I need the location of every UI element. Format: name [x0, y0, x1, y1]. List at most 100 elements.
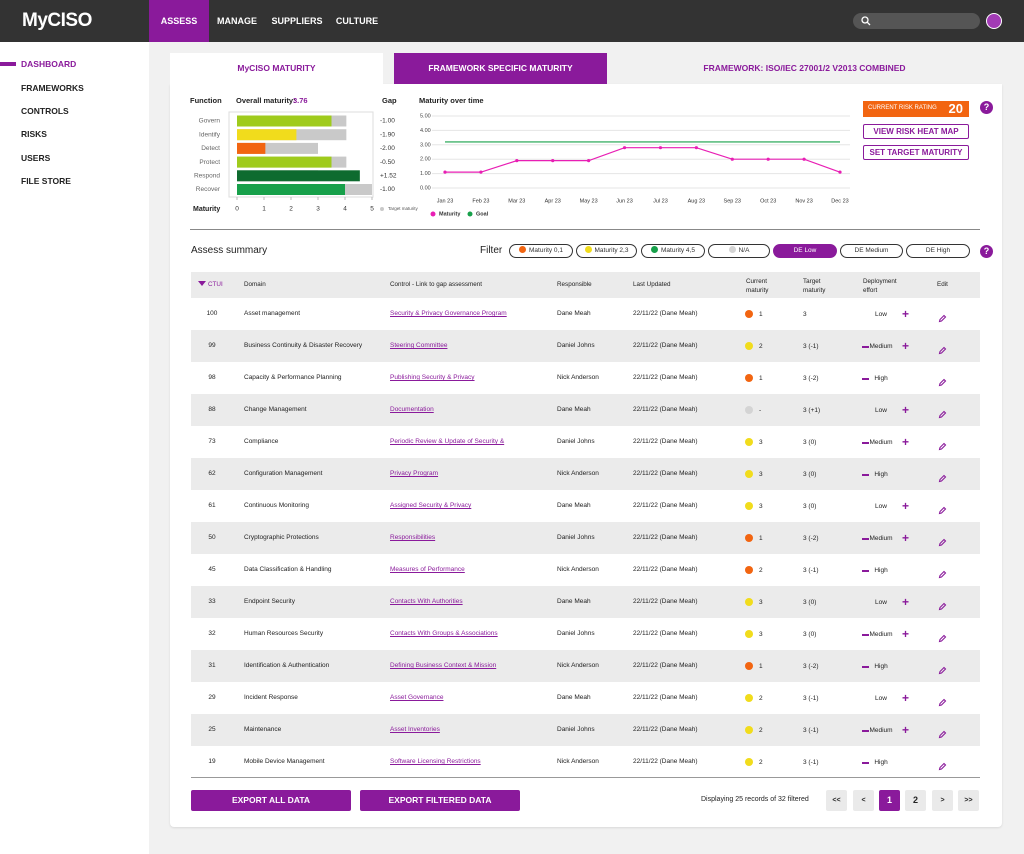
control-link[interactable]: Steering Committee	[390, 342, 448, 349]
edit-icon[interactable]	[938, 630, 947, 643]
effort-minus[interactable]	[862, 762, 869, 764]
nav-item[interactable]: ASSESS	[149, 0, 209, 42]
edit-icon[interactable]	[938, 310, 947, 323]
control-link[interactable]: Asset Governance	[390, 694, 444, 701]
edit-icon[interactable]	[938, 662, 947, 675]
effort-plus[interactable]: +	[902, 531, 910, 545]
control-link[interactable]: Publishing Security & Privacy	[390, 374, 475, 381]
edit-icon[interactable]	[938, 342, 947, 355]
gap-header: Gap	[382, 96, 397, 105]
edit-icon[interactable]	[938, 566, 947, 579]
page-button[interactable]: >>	[958, 790, 979, 811]
domain: Asset management	[244, 310, 301, 317]
current-maturity: 1	[759, 663, 763, 670]
nav-item[interactable]: MANAGE	[217, 16, 257, 26]
effort-plus[interactable]: +	[902, 307, 910, 321]
current-maturity: 1	[759, 375, 763, 382]
control-link[interactable]: Contacts With Authorities	[390, 598, 463, 605]
effort-plus[interactable]: +	[902, 627, 910, 641]
control-link[interactable]: Responsibilities	[390, 534, 436, 541]
sidebar-item[interactable]: CONTROLS	[21, 106, 69, 116]
filter-chip[interactable]: DE High	[906, 244, 970, 258]
edit-icon[interactable]	[938, 694, 947, 707]
sidebar-item[interactable]: DASHBOARD	[21, 59, 77, 69]
ctui: 100	[206, 310, 218, 317]
current-maturity: 2	[759, 695, 763, 702]
filter-chip[interactable]: DE Low	[773, 244, 837, 258]
sidebar-item[interactable]: USERS	[21, 153, 51, 163]
effort-minus[interactable]	[862, 730, 869, 732]
page-button[interactable]: >	[932, 790, 953, 811]
control-link[interactable]: Asset Inventories	[390, 726, 440, 733]
effort-plus[interactable]: +	[902, 339, 910, 353]
export-button[interactable]: EXPORT FILTERED DATA	[360, 790, 520, 811]
effort-minus[interactable]	[862, 474, 869, 476]
control-link[interactable]: Security & Privacy Governance Program	[390, 310, 507, 317]
nav-item[interactable]: SUPPLIERS	[271, 16, 323, 26]
responsible: Nick Anderson	[557, 758, 599, 765]
effort-minus[interactable]	[862, 442, 869, 444]
control-link[interactable]: Defining Business Context & Mission	[390, 662, 497, 669]
control-link[interactable]: Software Licensing Restrictions	[390, 758, 481, 765]
column-header[interactable]: CTUI	[198, 281, 223, 288]
sidebar-item[interactable]: FRAMEWORKS	[21, 83, 84, 93]
sidebar-item[interactable]: FILE STORE	[21, 176, 71, 186]
edit-icon[interactable]	[938, 438, 947, 451]
filter-chip[interactable]: Maturity 0,1	[509, 244, 573, 258]
logo[interactable]: MyCISO	[22, 10, 92, 31]
help-icon[interactable]: ?	[980, 245, 993, 258]
edit-icon[interactable]	[938, 726, 947, 739]
edit-icon[interactable]	[938, 406, 947, 419]
control-link[interactable]: Assigned Security & Privacy	[390, 502, 472, 509]
effort: Medium	[869, 439, 893, 446]
search-box[interactable]	[853, 13, 980, 29]
edit-icon[interactable]	[938, 502, 947, 515]
edit-icon[interactable]	[938, 470, 947, 483]
effort-minus[interactable]	[862, 378, 869, 380]
effort-minus[interactable]	[862, 346, 869, 348]
risk-button[interactable]: SET TARGET MATURITY	[863, 145, 969, 160]
control-link[interactable]: Measures of Performance	[390, 566, 465, 573]
page-button[interactable]: <	[853, 790, 874, 811]
filter-chip[interactable]: Maturity 4,5	[641, 244, 705, 258]
filter-chip[interactable]: DE Medium	[840, 244, 903, 258]
ctui: 50	[208, 534, 216, 541]
nav-item[interactable]: CULTURE	[335, 16, 379, 26]
filter-chip[interactable]: Maturity 2,3	[576, 244, 637, 258]
edit-icon[interactable]	[938, 598, 947, 611]
effort-plus[interactable]: +	[902, 595, 910, 609]
control-link[interactable]: Documentation	[390, 406, 434, 413]
effort: High	[874, 375, 888, 382]
tab[interactable]: MyCISO MATURITY	[170, 53, 383, 84]
export-button[interactable]: EXPORT ALL DATA	[191, 790, 351, 811]
control-link[interactable]: Privacy Program	[390, 470, 439, 477]
page-button[interactable]: 2	[905, 790, 926, 811]
control-link[interactable]: Periodic Review & Update of Security &	[390, 438, 505, 445]
effort-minus[interactable]	[862, 570, 869, 572]
effort-minus[interactable]	[862, 666, 869, 668]
effort-plus[interactable]: +	[902, 499, 910, 513]
effort-minus[interactable]	[862, 634, 869, 636]
effort-plus[interactable]: +	[902, 435, 910, 449]
chip-label: DE Low	[793, 247, 817, 254]
control-link[interactable]: Contacts With Groups & Associations	[390, 630, 498, 637]
responsible: Nick Anderson	[557, 662, 599, 669]
effort-plus[interactable]: +	[902, 691, 910, 705]
filter-chip[interactable]: N/A	[708, 244, 770, 258]
tab[interactable]: FRAMEWORK: ISO/IEC 27001/2 V2013 COMBINE…	[703, 63, 906, 73]
edit-icon[interactable]	[938, 374, 947, 387]
page-button[interactable]: <<	[826, 790, 847, 811]
sidebar-item[interactable]: RISKS	[21, 129, 47, 139]
ctui: 88	[208, 406, 216, 413]
edit-icon[interactable]	[938, 758, 947, 771]
responsible: Daniel Johns	[557, 726, 595, 733]
risk-button[interactable]: VIEW RISK HEAT MAP	[863, 124, 969, 139]
effort-minus[interactable]	[862, 538, 869, 540]
help-icon[interactable]: ?	[980, 101, 993, 114]
edit-icon[interactable]	[938, 534, 947, 547]
avatar[interactable]	[986, 13, 1002, 29]
tab[interactable]: FRAMEWORK SPECIFIC MATURITY	[394, 53, 607, 84]
effort-plus[interactable]: +	[902, 403, 910, 417]
effort-plus[interactable]: +	[902, 723, 910, 737]
page-button[interactable]: 1	[879, 790, 900, 811]
